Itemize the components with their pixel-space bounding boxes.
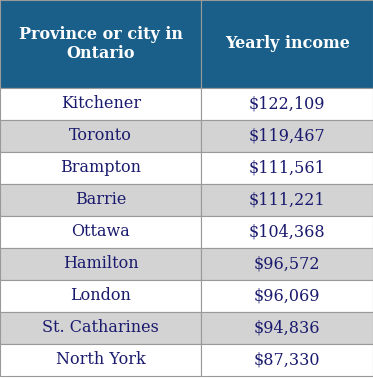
Bar bbox=[0, 216, 201, 248]
Bar bbox=[201, 280, 373, 312]
Text: $122,109: $122,109 bbox=[249, 96, 326, 113]
Text: $94,836: $94,836 bbox=[254, 319, 320, 336]
Text: $104,368: $104,368 bbox=[249, 223, 326, 240]
Text: Toronto: Toronto bbox=[69, 127, 132, 144]
Bar bbox=[0, 280, 201, 312]
Bar bbox=[0, 0, 201, 88]
Text: Province or city in
Ontario: Province or city in Ontario bbox=[19, 26, 183, 62]
Bar bbox=[201, 120, 373, 152]
Text: $111,561: $111,561 bbox=[249, 160, 326, 177]
Bar bbox=[0, 248, 201, 280]
Text: $96,069: $96,069 bbox=[254, 288, 320, 305]
Bar bbox=[201, 216, 373, 248]
Bar bbox=[0, 344, 201, 376]
Text: Yearly income: Yearly income bbox=[225, 36, 350, 53]
Bar bbox=[201, 248, 373, 280]
Text: North York: North York bbox=[56, 352, 145, 369]
Bar bbox=[201, 344, 373, 376]
Text: $119,467: $119,467 bbox=[249, 127, 326, 144]
Bar bbox=[201, 312, 373, 344]
Bar bbox=[0, 152, 201, 184]
Text: Hamilton: Hamilton bbox=[63, 256, 138, 273]
Text: $96,572: $96,572 bbox=[254, 256, 320, 273]
Text: London: London bbox=[70, 288, 131, 305]
Bar bbox=[0, 312, 201, 344]
Bar bbox=[201, 152, 373, 184]
Text: Brampton: Brampton bbox=[60, 160, 141, 177]
Text: $87,330: $87,330 bbox=[254, 352, 320, 369]
Text: Ottawa: Ottawa bbox=[71, 223, 130, 240]
Bar bbox=[0, 88, 201, 120]
Bar bbox=[201, 184, 373, 216]
Bar bbox=[201, 0, 373, 88]
Text: Kitchener: Kitchener bbox=[61, 96, 141, 113]
Text: Barrie: Barrie bbox=[75, 192, 126, 209]
Text: $111,221: $111,221 bbox=[249, 192, 326, 209]
Text: St. Catharines: St. Catharines bbox=[42, 319, 159, 336]
Bar bbox=[0, 184, 201, 216]
Bar bbox=[0, 120, 201, 152]
Bar bbox=[201, 88, 373, 120]
